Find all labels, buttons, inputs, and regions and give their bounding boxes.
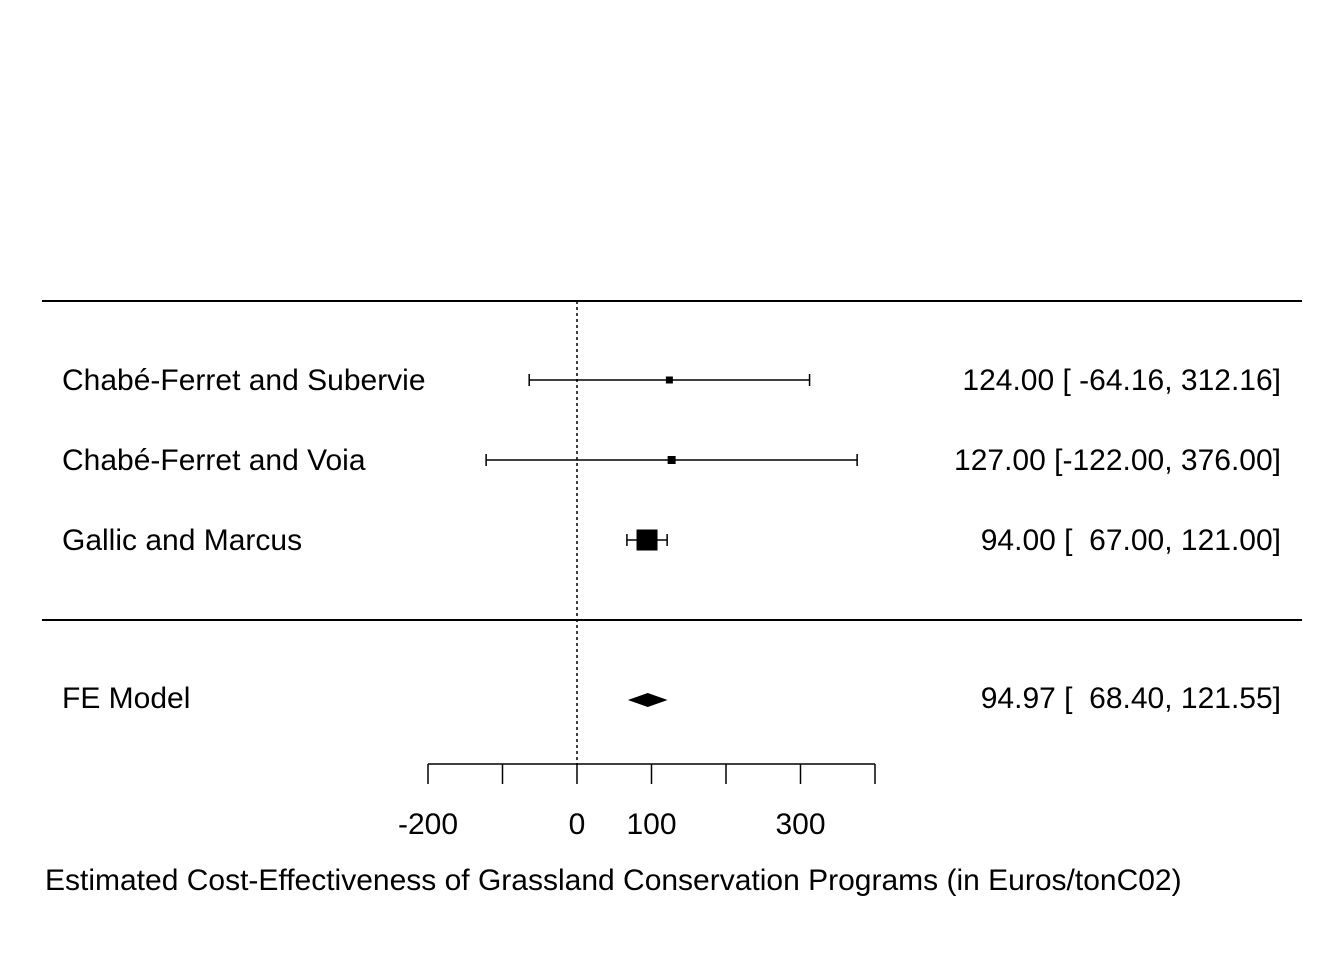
study-label: Chabé-Ferret and Subervie [62,364,426,397]
study-estimate-text: 127.00 [-122.00, 376.00] [954,444,1281,477]
summary-diamond [627,693,668,707]
study-row: Gallic and Marcus 94.00 [ 67.00, 121.00] [62,524,1281,557]
x-axis: -200 0 100 300 [398,763,876,841]
study-label: Chabé-Ferret and Voia [62,444,366,477]
point-estimate [636,529,658,551]
study-rows: Chabé-Ferret and Subervie 124.00 [ -64.16… [62,364,1281,557]
point-estimate [667,456,676,464]
tick-label: 100 [626,808,676,841]
point-estimate [665,376,673,384]
summary-label: FE Model [62,682,190,715]
summary-estimate-text: 94.97 [ 68.40, 121.55] [981,682,1281,715]
study-estimate-text: 94.00 [ 67.00, 121.00] [981,524,1281,557]
tick-label: -200 [398,808,458,841]
study-label: Gallic and Marcus [62,524,302,557]
summary-row: FE Model 94.97 [ 68.40, 121.55] [62,682,1281,715]
study-row: Chabé-Ferret and Subervie 124.00 [ -64.16… [62,364,1281,397]
x-axis-label: Estimated Cost-Effectiveness of Grasslan… [45,864,1182,897]
tick-label: 0 [569,808,586,841]
study-estimate-text: 124.00 [ -64.16, 312.16] [962,364,1281,397]
study-row: Chabé-Ferret and Voia 127.00 [-122.00, 37… [62,444,1281,477]
tick-label: 300 [775,808,825,841]
